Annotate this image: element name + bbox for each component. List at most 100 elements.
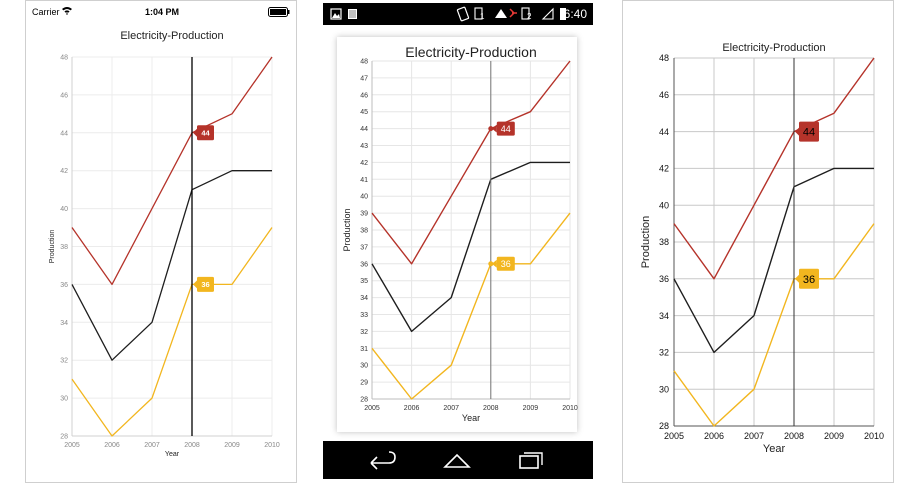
x-axis-title: Year: [462, 413, 480, 423]
trackball-label-box: [496, 256, 515, 271]
y-tick-label: 30: [60, 396, 68, 403]
y-tick-label: 35: [360, 278, 368, 285]
series-line-2: [371, 161, 570, 333]
notification-icons: [330, 8, 357, 20]
y-tick-label: 30: [360, 363, 368, 370]
y-tick-label: 46: [360, 92, 368, 99]
trackball-marker: [488, 261, 494, 267]
x-tick-label: 2007: [744, 431, 764, 441]
y-axis-title: Production: [640, 216, 652, 269]
trackball-label-box: [197, 276, 214, 292]
y-tick-label: 42: [60, 168, 68, 175]
y-tick-label: 34: [60, 320, 68, 327]
y-tick-label: 32: [659, 348, 669, 358]
y-tick-label: 41: [360, 177, 368, 184]
y-tick-label: 48: [360, 58, 368, 65]
y-tick-label: 34: [659, 311, 669, 321]
y-tick-label: 29: [360, 380, 368, 387]
x-tick-label: 2005: [364, 405, 380, 412]
x-tick-label: 2006: [704, 431, 724, 441]
y-tick-label: 42: [360, 160, 368, 167]
y-tick-label: 33: [360, 312, 368, 319]
trackball-label-box: [799, 121, 819, 142]
y-tick-label: 32: [60, 358, 68, 365]
x-tick-label: 2008: [184, 442, 200, 449]
x-tick-label: 2007: [144, 442, 160, 449]
series-line-1: [371, 60, 571, 265]
chart-title: Electricity-Production: [722, 42, 825, 54]
y-tick-label: 34: [360, 295, 368, 302]
chart-title: Electricity-Production: [405, 44, 537, 60]
x-tick-label: 2005: [664, 431, 684, 441]
x-tick-label: 2009: [224, 442, 240, 449]
ios-device-frame: Carrier 1:04 PM Electricity-Production 28…: [25, 0, 297, 483]
x-tick-label: 2006: [104, 442, 120, 449]
android-device-frame: 1 2 6:40 Electricity-Production 28 29 30 31 3…: [323, 3, 593, 479]
carrier-label: Carrier: [32, 7, 60, 17]
series-line-2: [71, 170, 272, 361]
y-tick-label: 43: [360, 143, 368, 150]
y-tick-label: 38: [60, 244, 68, 251]
trackball-label-box: [197, 125, 214, 141]
chart-uwp: Electricity-Production 28 30 32 34 36 38 40 42 44…: [640, 42, 884, 455]
system-icons: [456, 6, 566, 22]
y-tick-label: 40: [360, 194, 368, 201]
y-tick-label: 48: [60, 54, 68, 61]
trackball-label-box: [799, 268, 819, 289]
ios-status-bar: Carrier 1:04 PM: [26, 1, 296, 23]
back-icon[interactable]: [370, 451, 396, 470]
series-line-1: [71, 56, 273, 286]
y-tick-label: 36: [360, 261, 368, 268]
x-tick-label: 2007: [443, 405, 459, 412]
y-axis-title: Production: [342, 208, 352, 251]
chart-android: Electricity-Production 28 29 30 31 32 33 34 35 36…: [342, 44, 578, 423]
y-tick-label: 46: [60, 92, 68, 99]
y-tick-label: 38: [360, 227, 368, 234]
trackball-pointer: [795, 274, 799, 283]
x-axis-title: Year: [165, 451, 180, 458]
trackball-label: 36: [201, 280, 209, 289]
series-line-3: [71, 227, 273, 437]
y-tick-label: 47: [360, 75, 368, 82]
y-tick-label: 30: [659, 384, 669, 394]
y-tick-label: 31: [360, 346, 368, 353]
home-icon[interactable]: [443, 453, 471, 468]
y-tick-label: 48: [659, 53, 669, 63]
wifi-icon: [62, 6, 72, 17]
status-time: 6:40: [563, 7, 587, 21]
trackball-label: 36: [501, 259, 511, 269]
trackball-label: 44: [803, 127, 815, 139]
chart-ios: Electricity-Production 28 30 32 34 36 38 40 42 44…: [49, 30, 280, 458]
series-line-3: [673, 223, 875, 427]
trackball-marker: [488, 126, 494, 132]
trackball-pointer: [491, 259, 497, 268]
trackball-pointer: [491, 124, 497, 133]
x-tick-label: 2008: [784, 431, 804, 441]
y-tick-label: 36: [659, 274, 669, 284]
y-tick-label: 28: [659, 421, 669, 431]
android-status-bar: 1 2 6:40: [323, 3, 593, 25]
y-axis-title: Production: [49, 230, 56, 264]
y-tick-label: 44: [360, 126, 368, 133]
sim2-label: 2: [527, 12, 532, 21]
trackball-label: 44: [201, 129, 210, 138]
y-tick-label: 32: [360, 329, 368, 336]
x-tick-label: 2010: [264, 442, 280, 449]
series-line-1: [673, 57, 875, 280]
recents-icon[interactable]: [519, 452, 543, 469]
x-tick-label: 2010: [864, 431, 884, 441]
status-time: 1:04 PM: [145, 7, 180, 17]
y-tick-label: 28: [60, 433, 68, 440]
x-tick-label: 2006: [404, 405, 420, 412]
sim1-label: 1: [480, 12, 485, 21]
x-tick-label: 2010: [562, 405, 578, 412]
trackball-pointer: [193, 128, 197, 137]
trackball-pointer: [795, 127, 799, 136]
battery-icon: [268, 7, 290, 19]
chart-title: Electricity-Production: [120, 30, 223, 42]
series-line-2: [673, 167, 874, 354]
y-tick-label: 46: [659, 90, 669, 100]
x-tick-label: 2005: [64, 442, 80, 449]
y-tick-label: 45: [360, 109, 368, 116]
android-nav-bar: [323, 441, 593, 479]
